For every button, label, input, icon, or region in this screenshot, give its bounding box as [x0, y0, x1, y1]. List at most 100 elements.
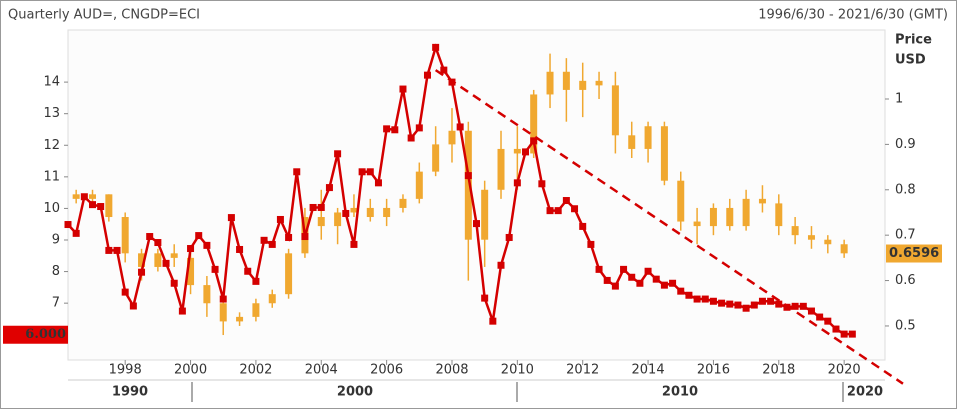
- decade-label: 2020: [847, 385, 883, 400]
- line-marker: [276, 215, 284, 223]
- candle-body: [219, 303, 227, 322]
- line-marker: [358, 168, 366, 176]
- line-marker: [113, 246, 121, 254]
- line-marker: [440, 66, 448, 74]
- x-tick-label: 2000: [174, 363, 207, 378]
- line-marker: [620, 265, 628, 273]
- y-tick-label: 11: [43, 169, 60, 184]
- y-tick-label: 12: [43, 138, 60, 153]
- line-marker: [824, 317, 832, 325]
- chart-title: Quarterly AUD=, CNGDP=ECI: [8, 8, 200, 23]
- line-marker: [669, 279, 677, 287]
- line-marker: [121, 288, 129, 296]
- line-marker: [432, 43, 440, 51]
- line-marker: [415, 124, 423, 132]
- line-marker: [644, 267, 652, 275]
- candle-body: [611, 85, 619, 136]
- candle-body: [497, 148, 505, 190]
- line-marker: [178, 307, 186, 315]
- y-tick-label: 7: [52, 296, 60, 311]
- line-marker: [481, 294, 489, 302]
- candle-body: [121, 217, 129, 254]
- line-marker: [701, 295, 709, 303]
- line-marker: [726, 300, 734, 308]
- candle-body: [187, 257, 195, 286]
- x-tick-label: 2008: [435, 363, 468, 378]
- decade-label: 2000: [337, 385, 373, 400]
- line-marker: [268, 240, 276, 248]
- line-marker: [391, 126, 399, 134]
- line-marker: [734, 301, 742, 309]
- trend-line: [434, 69, 904, 385]
- line-marker: [227, 214, 235, 222]
- line-marker: [693, 295, 701, 303]
- line-marker: [89, 201, 97, 209]
- line-marker: [489, 317, 497, 325]
- x-tick-label: 2018: [762, 363, 795, 378]
- line-marker: [423, 71, 431, 79]
- last-value-label: 0.6596: [889, 246, 939, 261]
- candle-body: [138, 253, 146, 267]
- line-marker: [497, 261, 505, 269]
- candle-body: [775, 203, 783, 227]
- line-marker: [848, 330, 856, 338]
- line-marker: [203, 241, 211, 249]
- line-marker: [611, 282, 619, 290]
- line-marker: [473, 220, 480, 228]
- line-marker: [758, 297, 766, 305]
- candle-body: [807, 235, 815, 240]
- line-marker: [595, 265, 603, 273]
- line-marker: [293, 168, 301, 176]
- line-marker: [775, 300, 783, 308]
- line-marker: [505, 233, 513, 241]
- line-marker: [129, 302, 137, 310]
- line-marker: [587, 240, 595, 248]
- candle-body: [252, 303, 260, 317]
- x-tick-label: 2002: [239, 363, 272, 378]
- x-tick-label: 2010: [501, 363, 534, 378]
- candle-body: [530, 94, 538, 154]
- y2-tick-label: 0.6: [895, 273, 916, 288]
- line-marker: [105, 246, 113, 254]
- line-marker: [603, 276, 611, 284]
- candle-body: [399, 198, 407, 208]
- line-marker: [546, 207, 554, 215]
- line-marker: [513, 179, 521, 187]
- candle-body: [366, 207, 374, 218]
- candle-body: [628, 135, 636, 149]
- line-marker: [80, 193, 88, 201]
- y2-axis-title: USD: [895, 53, 926, 68]
- line-marker: [309, 203, 317, 211]
- candle-body: [432, 144, 440, 172]
- line-marker: [236, 245, 244, 253]
- line-marker: [366, 168, 374, 176]
- line-marker: [219, 295, 227, 303]
- line-marker: [660, 281, 668, 289]
- y-tick-label: 13: [43, 106, 60, 121]
- candle-body: [383, 207, 391, 218]
- decade-label: 2010: [662, 385, 698, 400]
- line-marker: [374, 179, 382, 187]
- x-tick-label: 2004: [305, 363, 338, 378]
- candle-body: [677, 180, 685, 222]
- y-tick-label: 9: [52, 233, 60, 248]
- x-tick-label: 2016: [697, 363, 730, 378]
- x-tick-label: 2006: [370, 363, 403, 378]
- line-marker: [407, 134, 415, 142]
- candle-body: [726, 207, 734, 227]
- line-marker: [840, 330, 848, 338]
- candle-body: [693, 221, 701, 227]
- candle-body: [464, 130, 472, 240]
- candle-body: [334, 212, 342, 227]
- candle-body: [203, 285, 211, 304]
- line-marker: [154, 239, 162, 247]
- line-marker: [652, 275, 660, 283]
- line-marker: [301, 233, 309, 241]
- line-marker: [628, 273, 636, 281]
- line-marker: [187, 245, 195, 253]
- line-marker: [718, 299, 726, 307]
- candle-body: [89, 194, 97, 199]
- line-marker: [325, 184, 333, 192]
- date-range: 1996/6/30 - 2021/6/30 (GMT): [758, 8, 948, 23]
- line-marker: [522, 148, 530, 156]
